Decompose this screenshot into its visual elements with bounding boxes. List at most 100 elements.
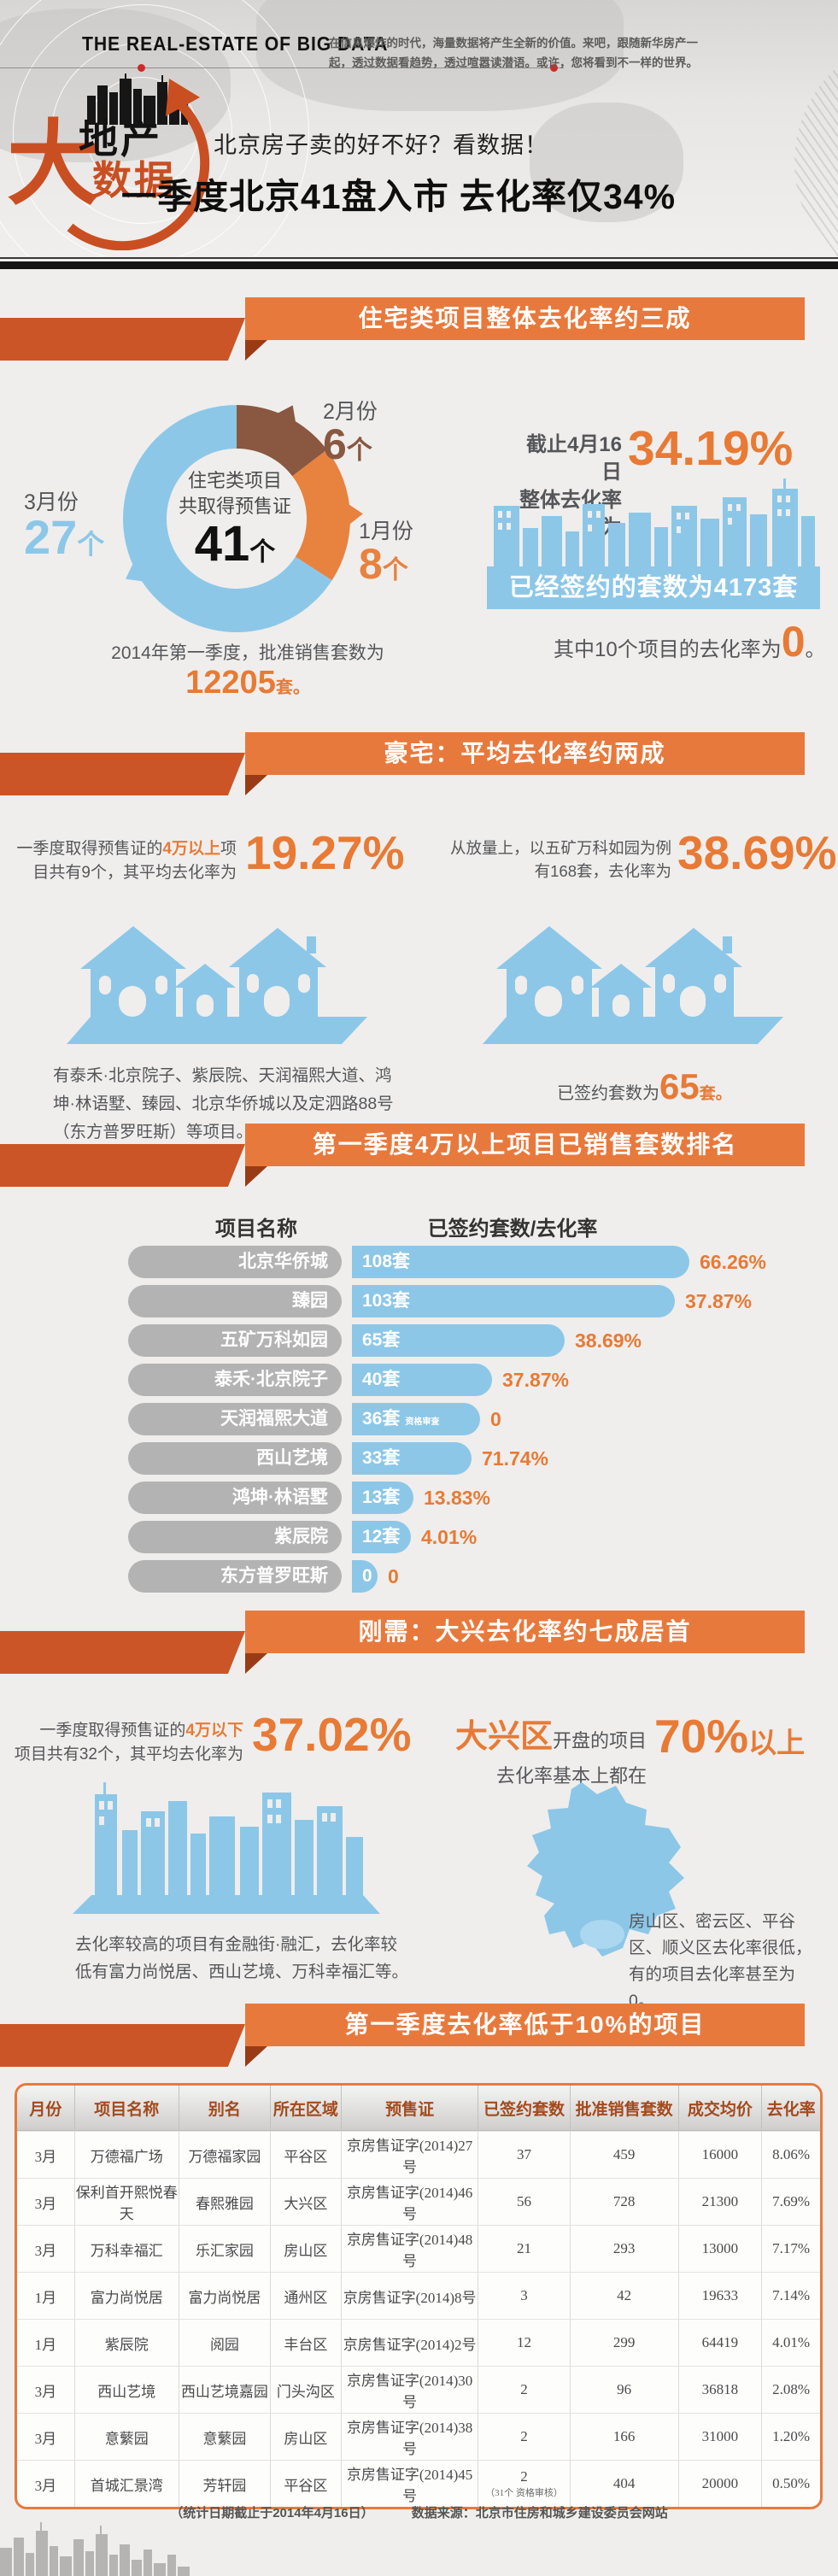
bar-value: 65套 xyxy=(352,1324,565,1357)
bar-count-label: 108套 xyxy=(362,1252,411,1271)
table-cell: 平谷区 xyxy=(271,2460,342,2507)
logo-dichan-text: 地产 xyxy=(79,117,162,161)
table-cell: 42 xyxy=(570,2272,679,2319)
donut-pointer xyxy=(125,560,145,582)
bar-count-label: 103套 xyxy=(362,1291,411,1311)
bar-row: 北京华侨城 108套 66.26% xyxy=(0,1246,838,1285)
s4-right-caption: 房山区、密云区、平谷区、顺义区去化率很低，有的项目去化率甚至为0。 xyxy=(629,1912,812,2010)
footer: （统计日期截止于2014年4月16日） 数据来源：北京市住房和城乡建设委员会网站 xyxy=(0,2503,838,2521)
radar-ring xyxy=(0,0,309,256)
table-cell: 1月 xyxy=(17,2319,75,2366)
bar-value: 12套 xyxy=(352,1521,411,1553)
section2-banner-fold xyxy=(245,775,267,795)
page-title: 一季度北京41盘入市 去化率仅34% xyxy=(121,177,677,216)
donut-label-jan: 1月份 8个 xyxy=(359,519,413,588)
table-cell: 31000 xyxy=(678,2413,763,2460)
bar-row: 泰禾·北京院子 40套 37.87% xyxy=(0,1364,838,1403)
table-cell: 21300 xyxy=(678,2178,763,2225)
table-cell: 3月 xyxy=(17,2366,75,2413)
donut-pointer xyxy=(346,502,363,526)
bar-project-label: 紫辰院 xyxy=(128,1521,342,1553)
table-row: 3月 万科幸福汇 乐汇家园 房山区 京房售证字(2014)48号 21 293 13000 7.… xyxy=(17,2225,820,2272)
donut-total: 41 xyxy=(194,516,250,572)
signed-65-value: 65 xyxy=(659,1066,700,1106)
logo-shuju-text: 数据 xyxy=(92,158,176,202)
divider-thin xyxy=(0,257,838,259)
table-cell: 1月 xyxy=(17,2272,75,2319)
table-cell: 房山区 xyxy=(271,2225,342,2272)
luxury-rate-value: 19.27% xyxy=(245,826,405,879)
table-cell: 大兴区 xyxy=(271,2178,342,2225)
section2-banner: 豪宅：平均去化率约两成 xyxy=(245,732,805,775)
table-col-header: 成交均价 xyxy=(678,2086,763,2131)
table-cell: 京房售证字(2014)27号 xyxy=(341,2131,479,2178)
table-cell: 门头沟区 xyxy=(271,2366,342,2413)
signed-units-text: 已经签约的套数为4173套 xyxy=(508,574,799,601)
section1-banner-strip xyxy=(0,318,245,361)
overall-rate-value: 34.19% xyxy=(628,421,794,476)
logo-skyline-icon xyxy=(87,73,188,125)
table-cell: 2 （31个 资格审核） xyxy=(478,2460,571,2507)
table-cell: 1.20% xyxy=(762,2413,820,2460)
section1-title: 住宅类项目整体去化率约三成 xyxy=(358,305,692,332)
daxing-highlight: 大兴区 xyxy=(454,1719,553,1755)
s2-left-text: 一季度取得预售证的4万以上项 目共有9个，其平均去化率为 xyxy=(16,840,237,882)
table-row: 3月 万德福广场 万德福家园 平谷区 京房售证字(2014)27号 37 459 16000 8… xyxy=(17,2131,820,2178)
table-header: 月份 项目名称 别名 所在区域 预售证 已签约套数 批准销售套数 成交均价 去化率 xyxy=(17,2086,820,2131)
divider-thick xyxy=(0,261,838,269)
bar-count-label: 33套 xyxy=(362,1448,401,1468)
bar-row: 东方普罗旺斯 0 0 xyxy=(0,1560,838,1599)
table-cell: 4.01% xyxy=(762,2319,820,2366)
table-cell: 西山艺境嘉园 xyxy=(179,2366,272,2413)
houses-icon xyxy=(67,926,367,1044)
table-cell: 京房售证字(2014)30号 xyxy=(341,2366,479,2413)
table-cell: 64419 xyxy=(678,2319,763,2366)
donut-center-text: 住宅类项目 共取得预售证 41个 xyxy=(149,468,320,571)
bar-value: 13套 xyxy=(352,1482,413,1514)
bar-rate-label: 0 xyxy=(388,1565,399,1587)
table-cell: 京房售证字(2014)48号 xyxy=(341,2225,479,2272)
table-col-header: 所在区域 xyxy=(271,2086,342,2131)
section2-title: 豪宅：平均去化率约两成 xyxy=(384,740,666,766)
bar-rate-label: 37.87% xyxy=(502,1369,570,1391)
table-cell: 万德福家园 xyxy=(179,2131,272,2178)
table-cell: 京房售证字(2014)2号 xyxy=(341,2319,479,2366)
divider-line xyxy=(0,67,564,68)
table-row: 1月 富力尚悦居 富力尚悦居 通州区 京房售证字(2014)8号 3 42 19633 7.14… xyxy=(17,2272,820,2319)
table-col-header: 预售证 xyxy=(341,2086,479,2131)
table-col-header: 已签约套数 xyxy=(478,2086,571,2131)
section5-banner-fold xyxy=(245,2046,267,2067)
signed-units-banner: 已经签约的套数为4173套 xyxy=(487,566,820,609)
s2-right-caption: 已签约套数为65套。 xyxy=(557,1066,732,1106)
table-cell: 2 xyxy=(478,2413,571,2460)
table-cell: 西山艺境 xyxy=(74,2366,179,2413)
table-cell: 404 xyxy=(570,2460,679,2507)
bar-value: 108套 xyxy=(352,1246,689,1278)
red-dot xyxy=(550,64,558,72)
header: THE REAL-ESTATE OF BIG DATA 在信息爆炸的时代，海量数… xyxy=(0,0,838,256)
table-cell: 3月 xyxy=(17,2178,75,2225)
table-cell: 首城汇景湾 xyxy=(74,2460,179,2507)
bar-row: 西山艺境 33套 71.74% xyxy=(0,1442,838,1482)
low-rate-projects-table: 月份 项目名称 别名 所在区域 预售证 已签约套数 批准销售套数 成交均价 去化率 3月 万德福广… xyxy=(15,2083,823,2509)
table-cell: 春熙雅园 xyxy=(179,2178,272,2225)
table-cell: 96 xyxy=(570,2366,679,2413)
table-cell: 13000 xyxy=(678,2225,763,2272)
logo-arrow-icon xyxy=(67,79,210,250)
table-cell: 36818 xyxy=(678,2366,763,2413)
table-cell: 平谷区 xyxy=(271,2131,342,2178)
table-cell: 2 xyxy=(478,2366,571,2413)
intro-text: 在信息爆炸的时代，海量数据将产生全新的价值。来吧，跟随新华房产一 起，透过数据看… xyxy=(329,34,820,73)
donut-chart xyxy=(123,405,363,632)
table-cell: 房山区 xyxy=(271,2413,342,2460)
table-cell: 万科幸福汇 xyxy=(74,2225,179,2272)
section4-title: 刚需：大兴去化率约七成居首 xyxy=(358,1618,692,1645)
table-row: 3月 西山艺境 西山艺境嘉园 门头沟区 京房售证字(2014)30号 2 96 36818 2.… xyxy=(17,2366,820,2413)
s4-left-text: 一季度取得预售证的4万以下 项目共有32个，其平均去化率为 xyxy=(14,1722,243,1763)
bar-project-label: 泰禾·北京院子 xyxy=(128,1364,342,1396)
table-cell: 富力尚悦居 xyxy=(74,2272,179,2319)
footer-date: （统计日期截止于2014年4月16日） xyxy=(170,2506,374,2520)
donut-label-feb: 2月份 6个 xyxy=(323,400,378,468)
bar-project-label: 天润福熙大道 xyxy=(128,1403,342,1435)
table-cell: 保利首开熙悦春天 xyxy=(74,2178,179,2225)
